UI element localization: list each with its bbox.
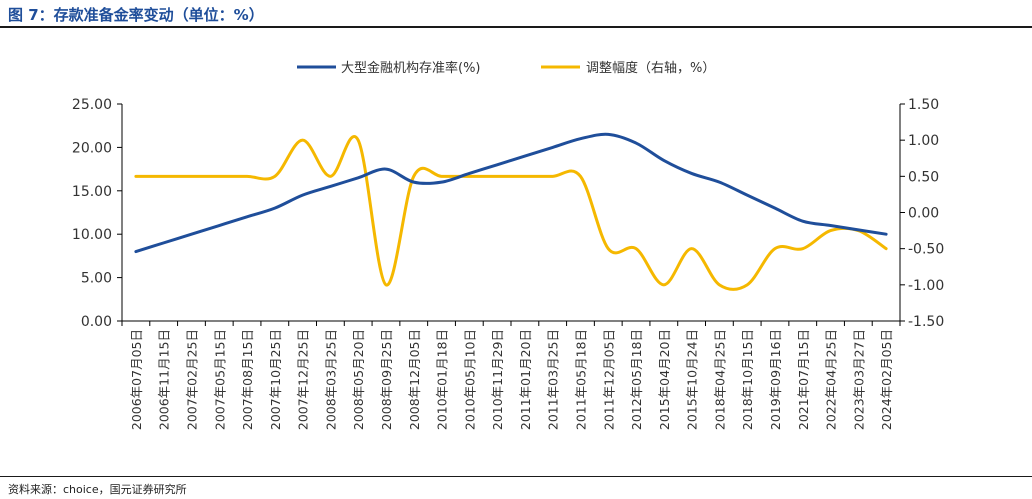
left-axis-tick-label: 5.00	[81, 271, 112, 287]
x-axis-tick-label: 2011年12月05日	[601, 329, 616, 430]
x-axis-tick-label: 2011年03月25日	[546, 329, 561, 430]
bottom-divider	[0, 476, 1032, 477]
right-axis-tick-label: -0.50	[908, 242, 944, 258]
x-axis-tick-label: 2010年11月29日	[490, 329, 505, 430]
legend-label-rrr: 大型金融机构存准率(%)	[341, 60, 481, 76]
legend-label-adjustment: 调整幅度（右轴，%）	[586, 60, 715, 76]
left-axis-tick-label: 0.00	[81, 314, 112, 330]
x-axis-tick-label: 2011年05月18日	[573, 329, 588, 430]
x-axis-tick-label: 2010年05月10日	[462, 329, 477, 430]
x-axis-tick-label: 2023年03月27日	[851, 329, 866, 430]
x-axis-tick-label: 2006年11月15日	[157, 329, 172, 430]
x-axis-tick-label: 2007年08月15日	[240, 329, 255, 430]
left-axis-tick-label: 20.00	[72, 140, 112, 156]
right-axis-tick-label: 1.50	[908, 97, 939, 113]
left-axis-tick-label: 15.00	[72, 184, 112, 200]
top-divider	[0, 26, 1032, 28]
x-axis-tick-label: 2008年05月20日	[351, 329, 366, 430]
left-axis-tick-label: 10.00	[72, 227, 112, 243]
x-axis-tick-label: 2008年09月25日	[379, 329, 394, 430]
x-axis-tick-label: 2006年07月05日	[129, 329, 144, 430]
chart-series	[134, 132, 888, 291]
x-axis-tick-label: 2012年05月18日	[629, 329, 644, 430]
chart-axes: 0.00 5.00 10.00 15.00 20.00 25.00 -1.50 -1.00 -0…	[72, 97, 944, 430]
x-axis-tick-label: 2007年05月15日	[212, 329, 227, 430]
x-axis-tick-label: 2021年07月15日	[796, 329, 811, 430]
x-axis-tick-label: 2010年01月18日	[435, 329, 450, 430]
x-axis-tick-label: 2024年02月05日	[879, 329, 894, 430]
source-note: 资料来源：choice，国元证券研究所	[8, 483, 187, 496]
x-axis-tick-label: 2022年04月25日	[824, 329, 839, 430]
series-line-rrr	[134, 132, 888, 254]
figure-title: 图 7：存款准备金率变动（单位：%）	[8, 6, 264, 24]
x-axis-tick-label: 2019年09月16日	[768, 329, 783, 430]
x-axis-tick-label: 2011年01月20日	[518, 329, 533, 430]
x-axis-tick-label: 2008年03月25日	[323, 329, 338, 430]
right-axis-tick-label: 0.00	[908, 206, 939, 222]
legend: 大型金融机构存准率(%) 调整幅度（右轴，%）	[297, 60, 715, 76]
x-axis-tick-label: 2015年04月20日	[657, 329, 672, 430]
right-axis-tick-label: -1.50	[908, 314, 944, 330]
x-axis-tick-label: 2007年02月25日	[184, 329, 199, 430]
right-axis-tick-label: -1.00	[908, 278, 944, 294]
right-axis-tick-label: 0.50	[908, 169, 939, 185]
line-chart: 大型金融机构存准率(%) 调整幅度（右轴，%） 0.00 5.00 10.00 15.0…	[72, 60, 944, 430]
right-axis-tick-label: 1.00	[908, 133, 939, 149]
left-axis-tick-label: 25.00	[72, 97, 112, 113]
x-axis-tick-label: 2015年10月24日	[685, 329, 700, 430]
x-axis-tick-label: 2007年10月25日	[268, 329, 283, 430]
x-axis-tick-label: 2018年10月15日	[740, 329, 755, 430]
x-axis-tick-label: 2008年12月05日	[407, 329, 422, 430]
x-axis-tick-label: 2018年04月25日	[712, 329, 727, 430]
x-axis-tick-label: 2007年12月25日	[296, 329, 311, 430]
